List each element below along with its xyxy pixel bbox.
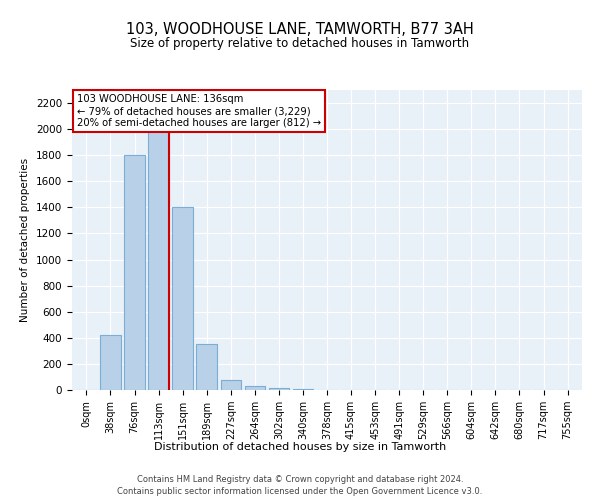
Bar: [148, 110, 169, 390]
Text: Size of property relative to detached houses in Tamworth: Size of property relative to detached ho…: [130, 38, 470, 51]
Text: 103 WOODHOUSE LANE: 136sqm
← 79% of detached houses are smaller (3,229)
20% of s: 103 WOODHOUSE LANE: 136sqm ← 79% of deta…: [77, 94, 321, 128]
Text: Contains HM Land Registry data © Crown copyright and database right 2024.: Contains HM Land Registry data © Crown c…: [137, 475, 463, 484]
Bar: [269, 388, 289, 390]
Bar: [124, 155, 145, 390]
Text: 103, WOODHOUSE LANE, TAMWORTH, B77 3AH: 103, WOODHOUSE LANE, TAMWORTH, B77 3AH: [126, 22, 474, 38]
Text: Contains public sector information licensed under the Open Government Licence v3: Contains public sector information licen…: [118, 488, 482, 496]
Bar: [245, 386, 265, 390]
Bar: [172, 208, 193, 390]
Y-axis label: Number of detached properties: Number of detached properties: [20, 158, 31, 322]
Bar: [221, 380, 241, 390]
Bar: [196, 344, 217, 390]
Text: Distribution of detached houses by size in Tamworth: Distribution of detached houses by size …: [154, 442, 446, 452]
Bar: [100, 335, 121, 390]
